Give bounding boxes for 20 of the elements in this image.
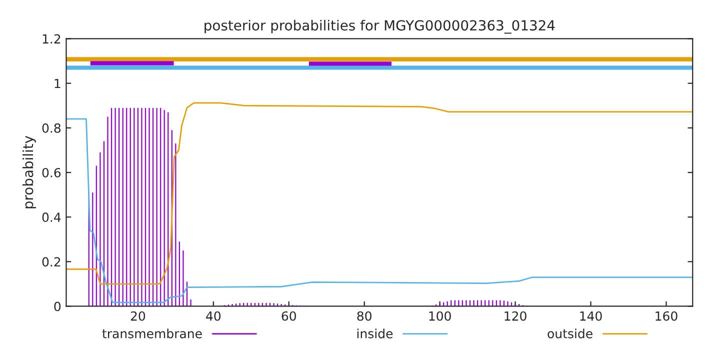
chart-title: posterior probabilities for MGYG000002363_01324 bbox=[204, 20, 555, 34]
legend-label: inside bbox=[357, 328, 393, 338]
y-axis-title: probability bbox=[22, 136, 36, 208]
y-tick-label: 0.2 bbox=[42, 257, 60, 267]
y-tick-label: 0 bbox=[54, 302, 61, 312]
x-tick-label: 80 bbox=[357, 311, 372, 321]
legend-label: outside bbox=[548, 328, 592, 338]
y-tick-label: 0.8 bbox=[42, 123, 61, 133]
x-tick-label: 20 bbox=[130, 311, 146, 321]
x-tick-label: 160 bbox=[656, 311, 678, 321]
x-tick-label: 60 bbox=[282, 311, 296, 321]
x-tick-label: 120 bbox=[504, 311, 526, 321]
x-tick-label: 100 bbox=[429, 311, 451, 321]
legend-label: transmembrane bbox=[102, 328, 202, 338]
x-tick-label: 40 bbox=[206, 311, 221, 321]
y-tick-label: 0.6 bbox=[42, 168, 61, 178]
y-tick-label: 0.4 bbox=[42, 212, 61, 222]
x-tick-label: 140 bbox=[580, 311, 602, 321]
y-tick-label: 1 bbox=[54, 78, 60, 88]
y-tick-label: 1.2 bbox=[42, 34, 60, 44]
